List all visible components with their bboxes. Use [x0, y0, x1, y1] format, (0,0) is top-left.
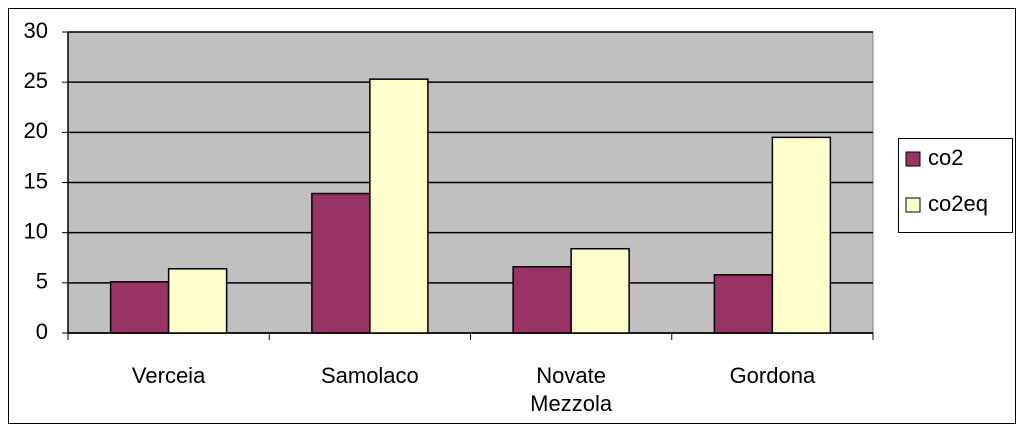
bar — [771, 136, 832, 334]
bar — [109, 281, 170, 334]
legend-swatch — [905, 151, 921, 167]
bar — [167, 268, 228, 334]
y-tick-label: 30 — [24, 18, 48, 43]
y-tick-label: 20 — [24, 118, 48, 143]
x-tick-label: Gordona — [729, 363, 816, 388]
legend-swatch — [905, 197, 921, 213]
bar — [369, 78, 429, 334]
bar — [570, 247, 630, 334]
bar — [311, 192, 371, 334]
y-tick-label: 25 — [24, 68, 48, 93]
legend-label: co2 — [928, 145, 963, 170]
bar — [512, 266, 572, 334]
x-tick-label: Novate Mezzola — [530, 363, 613, 416]
x-tick-label: Samolaco — [320, 363, 419, 388]
x-tick-label: Verceia — [131, 363, 206, 388]
legend-label: co2eq — [928, 191, 988, 216]
y-tick-label: 5 — [36, 269, 48, 294]
y-tick-label: 15 — [24, 168, 48, 193]
y-tick-label: 0 — [36, 319, 48, 344]
bar — [713, 274, 774, 334]
y-tick-label: 10 — [24, 218, 48, 243]
